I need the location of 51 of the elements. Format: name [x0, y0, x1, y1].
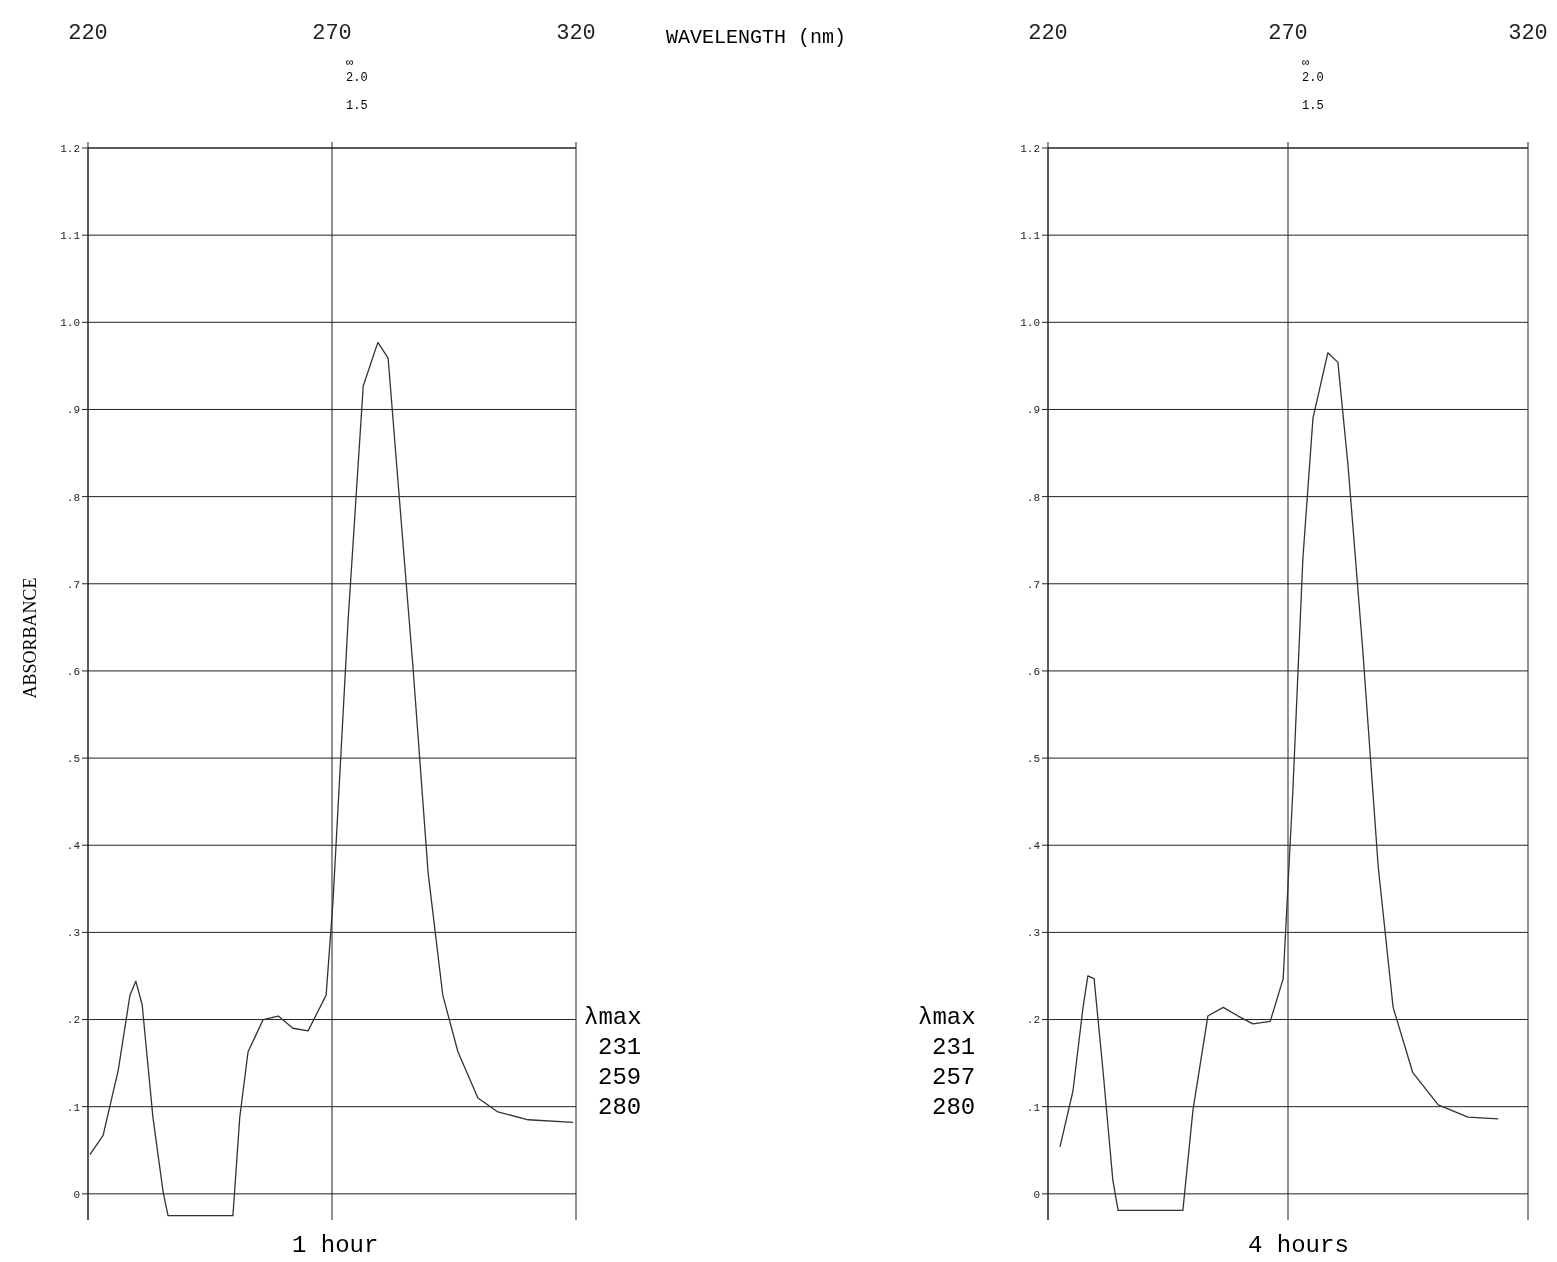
text: ∞ — [1302, 56, 1310, 70]
y-tick-label: 1.2 — [60, 142, 80, 155]
text: 280 — [597, 1093, 642, 1123]
y-tick-label: .3 — [66, 927, 80, 940]
y-tick-label: .1 — [1026, 1101, 1041, 1114]
text: 1.5 — [1302, 99, 1324, 113]
text: 257 — [931, 1063, 976, 1093]
y-tick-label: 1.1 — [1020, 230, 1041, 243]
y-tick-label: 0 — [73, 1188, 80, 1201]
y-tick-label: .8 — [66, 491, 80, 504]
y-tick-label: 1.1 — [60, 230, 81, 243]
y-tick-label: .7 — [1026, 578, 1040, 591]
text: λmax — [584, 1003, 642, 1033]
y-axis-title: ABSORBANCE — [19, 577, 41, 699]
x-tick-label: 270 — [1268, 21, 1308, 46]
x-tick-label: 320 — [1508, 21, 1548, 46]
text: 2.0 — [1302, 71, 1324, 85]
y-tick-label: .6 — [1026, 665, 1040, 678]
y-tick-label: .9 — [66, 404, 80, 417]
y-tick-label: .3 — [1026, 927, 1040, 940]
x-tick-label: 320 — [556, 21, 596, 46]
y-tick-label: 1.2 — [1020, 142, 1040, 155]
y-tick-label: 1.0 — [1020, 317, 1040, 330]
text: ∞ — [346, 56, 354, 70]
y-tick-label: 1.0 — [60, 317, 80, 330]
text: 280 — [931, 1093, 976, 1123]
y-tick-label: .5 — [66, 752, 80, 765]
text: 231 — [597, 1033, 642, 1063]
y-tick-label: .1 — [66, 1101, 81, 1114]
text: 1.5 — [346, 99, 368, 113]
x-tick-label: 220 — [1028, 21, 1068, 46]
line-series — [1059, 352, 1499, 1212]
text: 259 — [597, 1063, 642, 1093]
x-tick-label: 270 — [312, 21, 352, 46]
x-axis-title: WAVELENGTH (nm) — [666, 26, 847, 49]
y-tick-label: .2 — [1026, 1014, 1040, 1027]
y-tick-label: .6 — [66, 665, 80, 678]
y-tick-label: .2 — [66, 1014, 80, 1027]
text: 1 hour — [292, 1232, 379, 1259]
y-tick-label: .7 — [66, 578, 80, 591]
y-tick-label: 0 — [1033, 1188, 1040, 1201]
y-tick-label: .8 — [1026, 491, 1040, 504]
text: λmax — [918, 1003, 976, 1033]
text: 4 hours — [1248, 1232, 1349, 1259]
text: 231 — [931, 1033, 976, 1063]
y-tick-label: .4 — [66, 840, 81, 853]
y-tick-label: .4 — [1026, 840, 1041, 853]
text: 2.0 — [346, 71, 368, 85]
y-tick-label: .9 — [1026, 404, 1040, 417]
y-tick-label: .5 — [1026, 752, 1040, 765]
x-tick-label: 220 — [68, 21, 108, 46]
